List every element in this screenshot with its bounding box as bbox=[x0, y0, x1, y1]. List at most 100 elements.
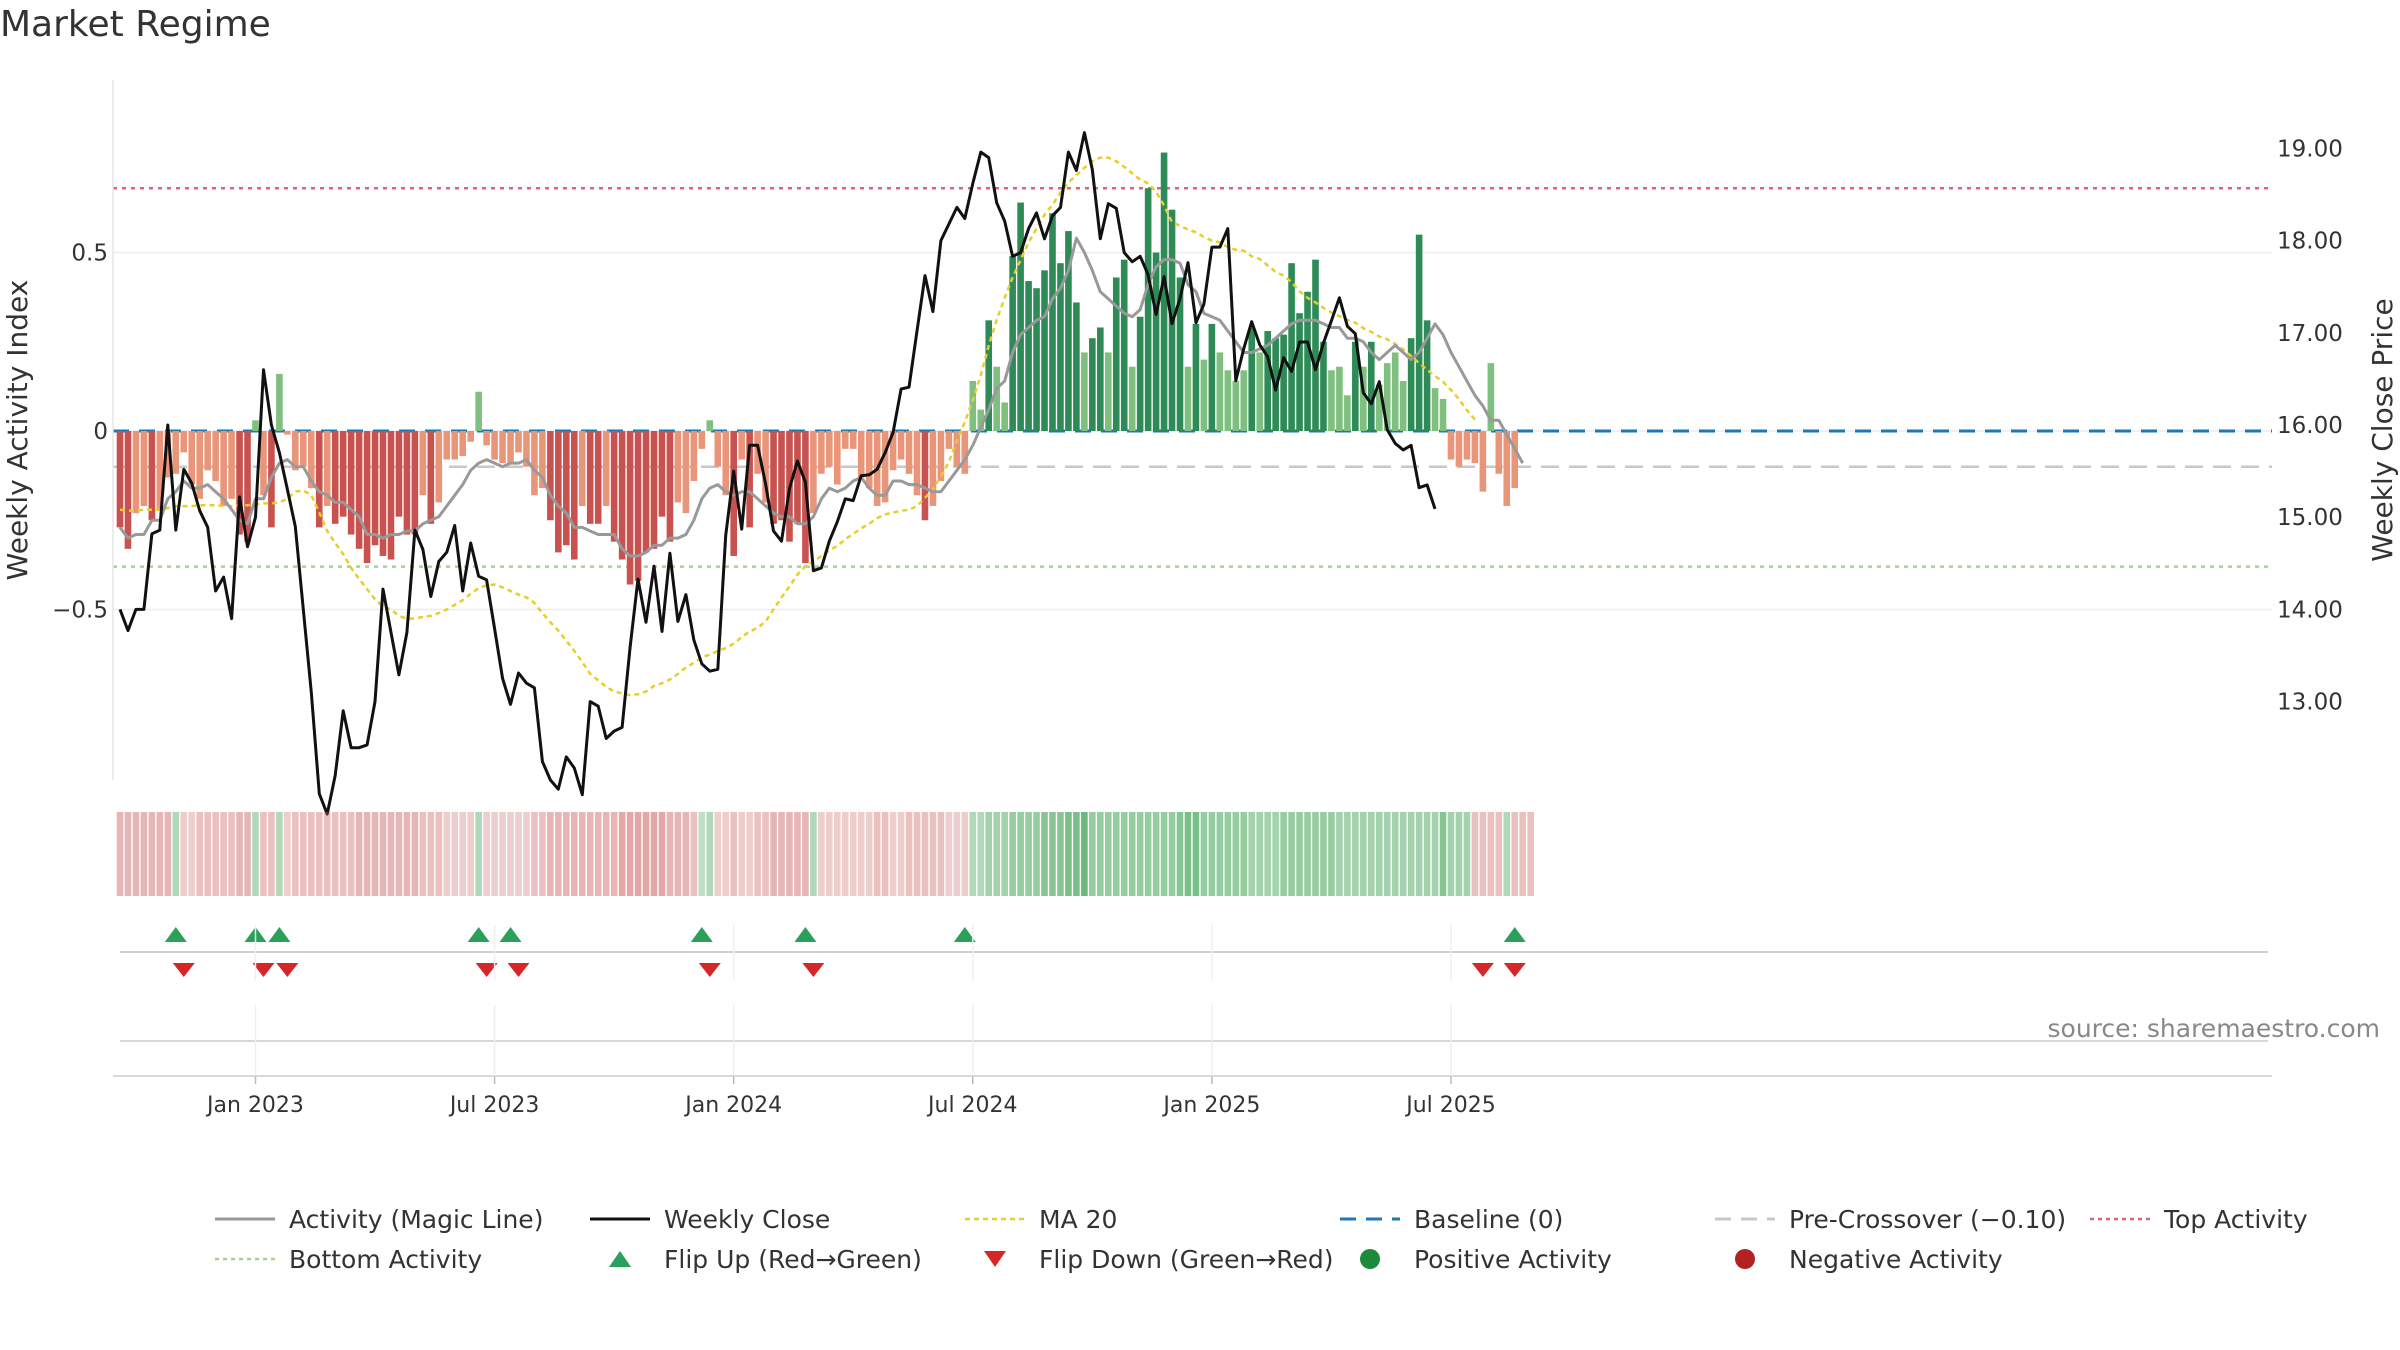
flip-up-marker bbox=[268, 927, 291, 942]
regime-cell bbox=[148, 812, 156, 896]
activity-bar bbox=[762, 431, 769, 503]
activity-bar bbox=[1009, 256, 1016, 431]
circle-green-icon bbox=[1360, 1249, 1380, 1269]
regime-cell bbox=[642, 812, 650, 896]
flip-down-marker bbox=[1503, 963, 1526, 977]
series-lines bbox=[118, 131, 1525, 816]
activity-bar bbox=[1360, 366, 1367, 431]
flip-down-marker bbox=[276, 963, 299, 977]
activity-bar bbox=[1248, 327, 1256, 431]
line-dashed-gray-icon bbox=[1715, 1217, 1775, 1221]
activity-bar bbox=[284, 431, 291, 435]
regime-cell bbox=[1025, 812, 1032, 896]
flip-down-marker bbox=[698, 963, 721, 977]
regime-cell bbox=[1463, 812, 1471, 896]
regime-cell bbox=[1344, 812, 1351, 896]
activity-bar bbox=[770, 431, 777, 524]
line-dashed-blue-icon bbox=[1340, 1217, 1400, 1221]
regime-cell bbox=[1375, 812, 1383, 896]
axes: 0.5 0 −0.5 Weekly Activity Index 13.00 14.00 1… bbox=[1, 80, 2399, 780]
regime-cell bbox=[993, 812, 1000, 896]
regime-cell bbox=[626, 812, 634, 896]
regime-cell bbox=[610, 812, 618, 896]
regime-cell bbox=[1280, 812, 1287, 896]
regime-cell bbox=[714, 812, 722, 896]
activity-bar bbox=[1041, 270, 1048, 431]
regime-cell bbox=[746, 812, 753, 896]
activity-bar bbox=[794, 431, 801, 524]
activity-bar bbox=[1344, 395, 1351, 431]
legend-label: Activity (Magic Line) bbox=[289, 1204, 544, 1234]
activity-bar bbox=[1216, 352, 1224, 431]
regime-cell bbox=[945, 812, 953, 896]
regime-cell bbox=[770, 812, 777, 896]
flip-up-marker bbox=[794, 927, 817, 942]
regime-cell bbox=[690, 812, 698, 896]
regime-cell bbox=[913, 812, 921, 896]
regime-cell bbox=[140, 812, 148, 896]
activity-bar bbox=[1160, 152, 1168, 432]
regime-cell bbox=[1407, 812, 1415, 896]
activity-bar bbox=[292, 431, 299, 471]
regime-cell bbox=[1208, 812, 1216, 896]
activity-bar bbox=[969, 381, 977, 431]
right-tick-label: 13.00 bbox=[2277, 690, 2343, 716]
regime-cell bbox=[499, 812, 506, 896]
activity-bar bbox=[1232, 381, 1240, 431]
regime-cell bbox=[682, 812, 690, 896]
activity-bar bbox=[1471, 431, 1479, 464]
regime-cell bbox=[307, 812, 315, 896]
activity-bar bbox=[507, 431, 514, 464]
activity-bar bbox=[826, 431, 833, 467]
activity-bar bbox=[1128, 366, 1136, 431]
activity-bar bbox=[355, 431, 363, 549]
regime-cell bbox=[1057, 812, 1064, 896]
activity-bar bbox=[642, 431, 650, 553]
activity-bar bbox=[443, 431, 451, 460]
activity-bar bbox=[682, 431, 690, 514]
regime-cell bbox=[666, 812, 674, 896]
activity-bar bbox=[1383, 363, 1391, 431]
flip-down-marker bbox=[252, 963, 275, 977]
activity-bar bbox=[116, 431, 124, 528]
activity-bar bbox=[594, 431, 602, 524]
activity-bar bbox=[236, 431, 243, 535]
time-axis: Jan 2023 Jul 2023 Jan 2024 Jul 2024 Jan 2025… bbox=[113, 925, 2272, 1118]
activity-bar bbox=[1184, 366, 1192, 431]
regime-cell bbox=[475, 812, 482, 896]
regime-cell bbox=[220, 812, 227, 896]
activity-bar bbox=[1431, 388, 1439, 431]
regime-cell bbox=[1104, 812, 1112, 896]
regime-cell bbox=[929, 812, 937, 896]
regime-cell bbox=[889, 812, 897, 896]
regime-cell bbox=[706, 812, 714, 896]
regime-cell bbox=[539, 812, 546, 896]
legend-item-close: Weekly Close bbox=[590, 1205, 965, 1234]
flip-down-marker bbox=[802, 963, 825, 977]
regime-cell bbox=[1479, 812, 1487, 896]
regime-cell bbox=[284, 812, 291, 896]
regime-cell bbox=[1224, 812, 1232, 896]
activity-bar bbox=[204, 431, 211, 471]
regime-cell bbox=[1041, 812, 1048, 896]
activity-bar bbox=[834, 431, 841, 485]
legend-item-flipdown: Flip Down (Green→Red) bbox=[965, 1245, 1340, 1274]
regime-cell bbox=[268, 812, 275, 896]
activity-bar bbox=[905, 431, 913, 474]
regime-cell bbox=[172, 812, 180, 896]
regime-cell bbox=[1152, 812, 1160, 896]
regime-cell bbox=[977, 812, 985, 896]
regime-cell bbox=[1065, 812, 1072, 896]
regime-cell bbox=[196, 812, 203, 896]
regime-cell bbox=[1033, 812, 1040, 896]
activity-bar bbox=[1415, 234, 1423, 431]
activity-bars bbox=[116, 152, 1519, 585]
activity-bar bbox=[347, 431, 355, 535]
regime-cell bbox=[1256, 812, 1264, 896]
activity-bar bbox=[650, 431, 658, 549]
regime-cell bbox=[1391, 812, 1399, 896]
regime-cell bbox=[1192, 812, 1200, 896]
activity-bar bbox=[945, 431, 953, 449]
activity-bar bbox=[1463, 431, 1471, 460]
activity-bar bbox=[810, 431, 817, 514]
